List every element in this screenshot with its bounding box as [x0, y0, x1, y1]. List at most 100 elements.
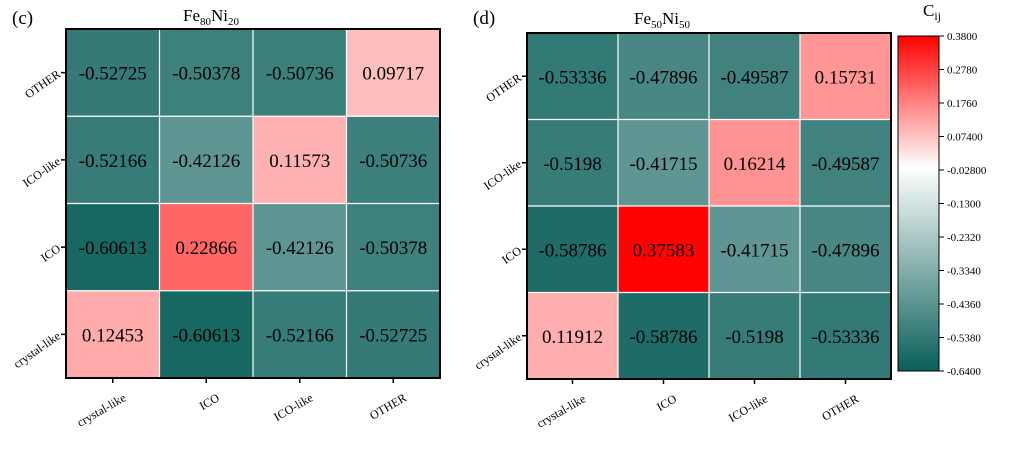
x-tick-label: crystal-like: [534, 391, 588, 430]
heatmap-cell: [159, 116, 254, 204]
cell-value-label: 0.09717: [362, 64, 424, 85]
cell-value-label: -0.60613: [79, 238, 147, 259]
heatmap-cell: [66, 290, 160, 379]
heatmap-cell: [709, 33, 801, 120]
x-axis-ticks: crystal-like ICO ICO-like OTHER: [74, 378, 409, 430]
heatmap-cell: [66, 203, 160, 292]
cell-value-label: -0.60613: [172, 325, 240, 346]
cell-value-label: -0.58786: [538, 240, 606, 261]
cell-value-labels: -0.53336 -0.47896 -0.49587 0.15731 -0.5198 -0…: [538, 67, 879, 348]
heatmap-cell: [346, 290, 441, 379]
colorbar: Cij 0.3800 0.2780 0.1760 0.07400 -0.02800 -0.…: [897, 1, 987, 378]
y-axis-ticks: OTHER ICO-like ICO crystal-like: [472, 71, 527, 372]
x-tick-label: ICO-like: [726, 391, 770, 424]
cell-value-label: -0.49587: [720, 67, 788, 88]
cell-value-label: -0.50378: [359, 238, 427, 259]
x-tick-label: ICO: [654, 391, 679, 414]
cell-value-label: -0.52725: [79, 64, 147, 85]
cell-value-labels: -0.52725 -0.50378 -0.50736 0.09717 -0.52166 -…: [79, 64, 428, 347]
heatmap-cell: [253, 29, 347, 117]
x-tick-label: OTHER: [367, 390, 409, 422]
heatmap-cell: [66, 29, 160, 117]
heatmap-cells: [527, 33, 892, 380]
heatmap-cell: [527, 119, 619, 207]
cell-value-label: -0.53336: [538, 67, 606, 88]
cell-value-label: -0.50736: [359, 151, 427, 172]
colorbar-tick-label: -0.4360: [947, 299, 981, 311]
heatmap-cell: [800, 206, 892, 293]
x-axis-ticks: crystal-like ICO ICO-like OTHER: [534, 379, 861, 431]
colorbar-tick-label: -0.1300: [947, 199, 981, 211]
panel-label: (d): [473, 8, 495, 29]
cell-value-label: -0.42126: [172, 151, 240, 172]
plot-frame: [526, 32, 892, 380]
heatmap-cell: [253, 290, 347, 379]
heatmap-cell: [253, 203, 347, 292]
cell-value-label: -0.5198: [725, 327, 784, 348]
colorbar-tick-label: -0.02800: [947, 165, 987, 177]
cell-value-label: -0.52166: [79, 151, 147, 172]
heatmap-cell: [159, 290, 254, 379]
heatmap-cell: [618, 33, 710, 120]
panel-c: (c) Fe80Ni20 -0.52725 -0.50378 -0.50736 0.0…: [11, 6, 441, 430]
cell-value-label: 0.22866: [175, 238, 237, 259]
colorbar-tick-label: 0.07400: [947, 132, 983, 144]
heatmap-cell: [346, 203, 441, 292]
colorbar-tick-label: -0.3340: [947, 266, 981, 278]
cell-value-label: -0.47896: [629, 67, 697, 88]
cell-value-label: -0.52166: [266, 325, 334, 346]
colorbar-gradient-bar: [897, 35, 940, 372]
heatmap-cells: [66, 29, 441, 379]
y-tick-label: OTHER: [22, 67, 63, 101]
heatmap-cell: [527, 33, 619, 120]
cell-value-label: 0.15731: [815, 67, 877, 88]
panel-label: (c): [12, 8, 33, 29]
cell-value-label: -0.58786: [629, 327, 697, 348]
cell-value-label: 0.12453: [82, 325, 144, 346]
heatmap-cell: [346, 29, 441, 117]
y-tick-label: crystal-like: [11, 329, 63, 371]
cell-gridlines: [66, 29, 440, 378]
panel-title: Fe50Ni50: [634, 9, 691, 31]
cell-value-label: -0.53336: [811, 327, 879, 348]
heatmap-cell: [527, 292, 619, 380]
y-tick-label: ICO: [499, 243, 524, 267]
y-tick-label: ICO: [38, 241, 63, 265]
colorbar-label: Cij: [923, 1, 941, 23]
x-tick-label: ICO-like: [271, 390, 315, 423]
heatmap-cell: [159, 203, 254, 292]
y-tick-label: ICO-like: [481, 157, 524, 193]
colorbar-tick-label: 0.3800: [947, 31, 978, 43]
x-tick-label: OTHER: [819, 391, 861, 423]
heatmap-cell: [800, 33, 892, 120]
heatmap-cell: [66, 116, 160, 204]
y-tick-label: crystal-like: [472, 330, 524, 372]
cell-value-label: -0.42126: [266, 238, 334, 259]
cell-value-label: 0.11912: [542, 327, 603, 348]
cell-value-label: -0.50378: [172, 64, 240, 85]
cell-value-label: -0.5198: [543, 154, 602, 175]
colorbar-tick-label: -0.2320: [947, 232, 981, 244]
colorbar-ticks: 0.3800 0.2780 0.1760 0.07400 -0.02800 -0.1300…: [939, 31, 987, 378]
plot-frame: [65, 28, 441, 379]
heatmap-cell: [618, 292, 710, 380]
y-tick-label: OTHER: [483, 71, 524, 105]
heatmap-cell: [527, 206, 619, 293]
y-axis-ticks: OTHER ICO-like ICO crystal-like: [11, 67, 66, 371]
heatmap-cell: [800, 119, 892, 207]
heatmap-cell: [618, 119, 710, 207]
cell-value-label: 0.37583: [633, 240, 695, 261]
heatmap-cell: [253, 116, 347, 204]
cell-value-label: 0.16214: [724, 154, 786, 175]
x-tick-label: crystal-like: [74, 390, 128, 429]
cell-value-label: -0.49587: [811, 154, 879, 175]
cell-value-label: -0.41715: [629, 154, 697, 175]
cell-value-label: -0.52725: [359, 325, 427, 346]
heatmap-cell: [800, 292, 892, 380]
heatmap-cell: [159, 29, 254, 117]
heatmap-cell: [709, 206, 801, 293]
colorbar-tick-label: -0.5380: [947, 333, 981, 345]
heatmap-cell: [709, 292, 801, 380]
panel-d: (d) Fe50Ni50 -0.53336 -0.47896 -0.49587 0.1…: [472, 8, 892, 431]
